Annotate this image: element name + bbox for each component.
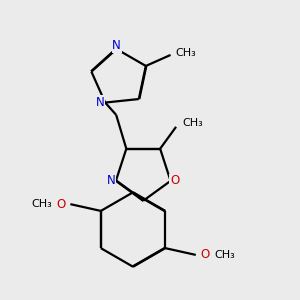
Text: O: O — [170, 174, 179, 188]
Text: CH₃: CH₃ — [31, 199, 52, 209]
Text: N: N — [106, 174, 115, 188]
Text: CH₃: CH₃ — [176, 48, 197, 58]
Text: N: N — [112, 39, 121, 52]
Text: O: O — [56, 198, 65, 211]
Text: N: N — [96, 96, 104, 109]
Text: CH₃: CH₃ — [214, 250, 235, 260]
Text: CH₃: CH₃ — [183, 118, 204, 128]
Text: O: O — [201, 248, 210, 261]
